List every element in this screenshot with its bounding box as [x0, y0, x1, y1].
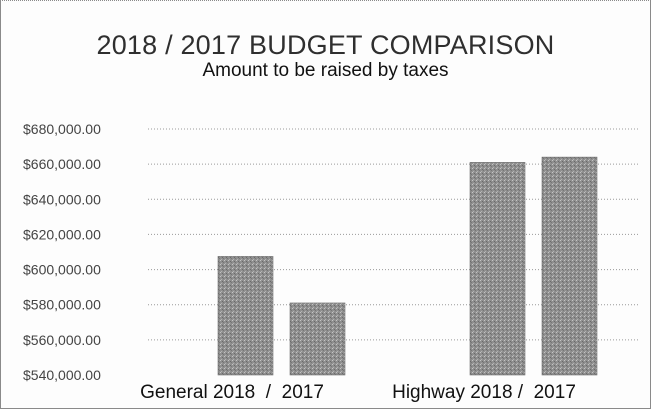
bar: [469, 162, 526, 376]
y-tick-label: $640,000.00: [23, 191, 101, 207]
bar: [217, 256, 274, 376]
bar: [541, 156, 598, 376]
y-tick-label: $620,000.00: [23, 226, 101, 242]
y-tick-label: $680,000.00: [23, 121, 101, 137]
y-tick-label: $540,000.00: [23, 367, 101, 383]
chart-subtitle: Amount to be raised by taxes: [202, 60, 449, 81]
y-tick-label: $560,000.00: [23, 332, 101, 348]
category-label: Highway 2018 / 2017: [392, 382, 576, 403]
chart-title: 2018 / 2017 BUDGET COMPARISON: [96, 30, 555, 60]
category-label: General 2018 / 2017: [140, 382, 324, 403]
y-tick-label: $580,000.00: [23, 297, 101, 313]
y-tick-label: $600,000.00: [23, 262, 101, 278]
y-tick-label: $660,000.00: [23, 156, 101, 172]
bar: [289, 302, 346, 376]
